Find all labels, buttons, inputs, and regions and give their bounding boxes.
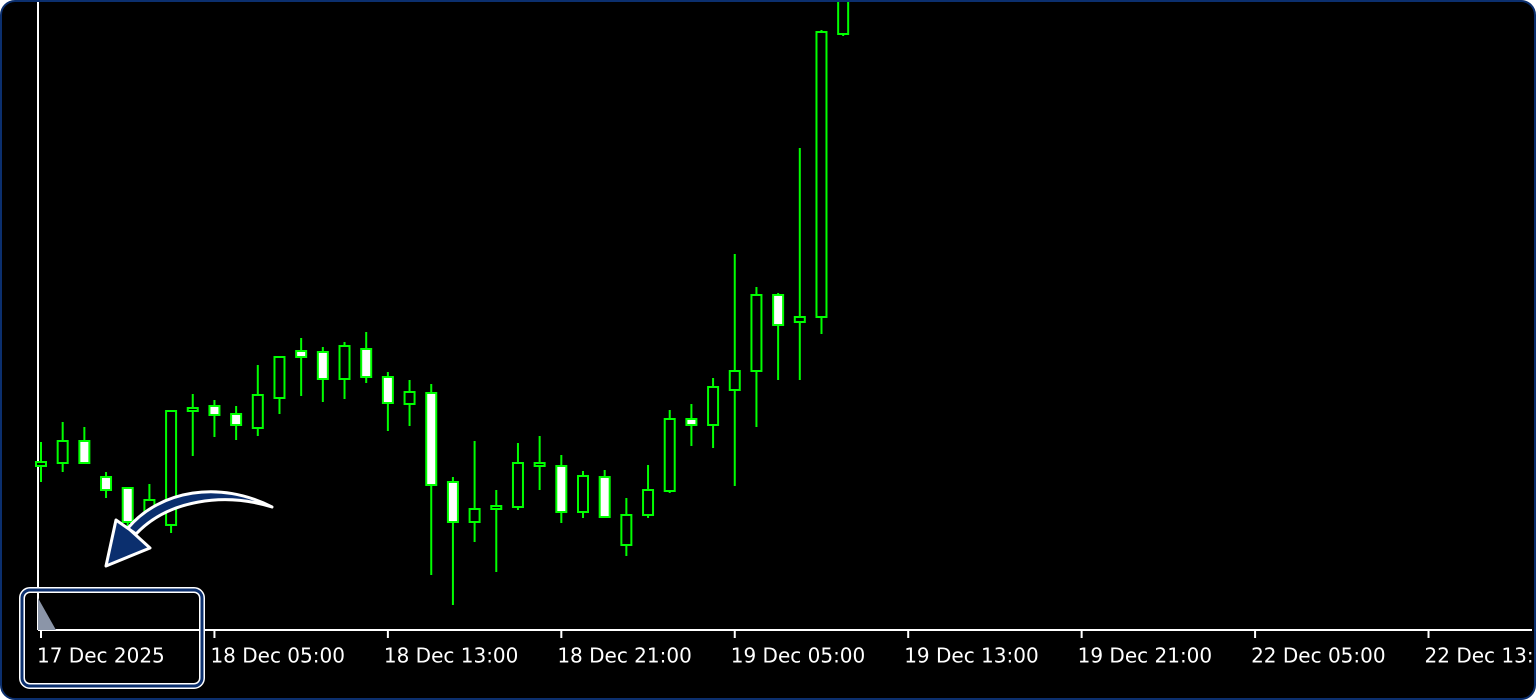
candle-body — [620, 514, 633, 546]
candle-body — [446, 481, 459, 523]
x-tick-label: 17 Dec 2025 — [37, 644, 165, 668]
candle-body — [295, 350, 308, 358]
x-tick-label: 18 Dec 05:00 — [210, 644, 345, 668]
candle-body — [490, 505, 503, 510]
candle-body — [750, 294, 763, 372]
candle-body — [381, 376, 394, 404]
candle-body — [251, 394, 264, 429]
x-tick-label: 19 Dec 21:00 — [1078, 644, 1213, 668]
candle-body — [425, 392, 438, 486]
candle-body — [815, 31, 828, 318]
x-tick-label: 18 Dec 21:00 — [557, 644, 692, 668]
candle-body — [56, 440, 69, 464]
candle-body — [533, 462, 546, 467]
candle-body — [511, 462, 524, 508]
candle-body — [186, 407, 199, 412]
candle-body — [403, 391, 416, 405]
plot: 17 Dec 2025 18 Dec 05:00 18 Dec 13:00 18 De… — [35, 2, 1536, 668]
candle-body — [728, 370, 741, 391]
candle-body — [100, 476, 113, 491]
candle-body — [707, 386, 720, 426]
candle-body — [642, 489, 655, 516]
candle-body — [165, 410, 178, 526]
candle-body — [685, 418, 698, 426]
candle-body — [273, 356, 286, 399]
candle-body — [598, 476, 611, 518]
candle-body — [78, 440, 91, 464]
candle-body — [663, 418, 676, 492]
candle-body — [338, 345, 351, 380]
candle-body — [316, 351, 329, 380]
x-tick-label: 19 Dec 13:00 — [904, 644, 1039, 668]
x-tick-label: 19 Dec 05:00 — [731, 644, 866, 668]
candle-body — [555, 465, 568, 513]
annotation-arrow — [104, 490, 274, 568]
volume-indicator — [38, 598, 56, 630]
candle-body — [230, 413, 243, 426]
x-tick-label: 22 Dec 13:00 — [1425, 644, 1536, 668]
candle-body — [837, 2, 850, 35]
candle-body — [121, 487, 134, 523]
highlight-box — [20, 588, 204, 688]
x-tick-label: 18 Dec 13:00 — [384, 644, 519, 668]
x-tick-label: 22 Dec 05:00 — [1251, 644, 1386, 668]
candle-body — [577, 475, 589, 513]
candle-body — [208, 405, 221, 416]
candle-body — [772, 294, 785, 326]
candle-body — [35, 461, 47, 467]
candle-body — [360, 348, 373, 378]
candle-body — [793, 316, 806, 323]
candle-body — [468, 508, 481, 523]
